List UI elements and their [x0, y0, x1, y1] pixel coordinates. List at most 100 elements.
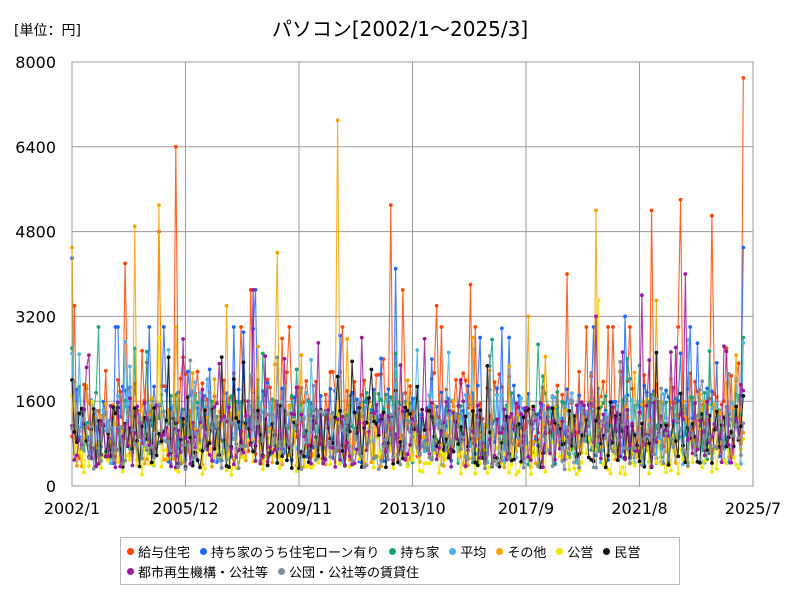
data-point — [96, 325, 101, 329]
data-point — [577, 393, 582, 398]
data-point — [210, 458, 214, 463]
data-point — [439, 325, 444, 329]
data-point — [181, 443, 185, 448]
y-tick-label: 6400 — [15, 138, 56, 157]
data-point — [553, 432, 557, 437]
data-point — [391, 458, 396, 463]
data-point — [531, 446, 536, 451]
data-point — [316, 341, 321, 345]
legend-label: 公団・公社等の賃貸住 — [289, 565, 420, 581]
data-point — [193, 380, 198, 385]
data-point — [342, 463, 347, 467]
data-point — [176, 470, 181, 474]
data-point — [91, 466, 96, 471]
data-point — [483, 466, 487, 471]
data-point — [224, 457, 229, 462]
data-point — [345, 413, 350, 418]
data-point — [502, 421, 507, 426]
data-point — [355, 447, 359, 452]
data-point — [456, 442, 461, 447]
data-point — [152, 462, 157, 467]
data-point — [719, 419, 724, 424]
data-point — [565, 387, 569, 392]
data-point — [553, 457, 557, 462]
data-point — [207, 390, 212, 395]
data-point — [671, 418, 676, 423]
data-point — [664, 388, 668, 393]
data-point — [115, 460, 120, 465]
data-point — [195, 431, 200, 435]
data-point — [328, 414, 333, 419]
legend-marker — [389, 547, 397, 555]
data-point — [113, 411, 118, 416]
data-point — [567, 452, 572, 457]
data-point — [287, 403, 292, 408]
data-point — [668, 350, 673, 355]
data-point — [118, 464, 123, 469]
data-point — [359, 454, 364, 459]
data-point — [193, 427, 198, 432]
data-point — [82, 416, 86, 421]
data-point — [649, 464, 654, 469]
data-point — [659, 386, 664, 391]
data-point — [241, 455, 246, 460]
data-point — [635, 431, 639, 435]
data-point — [391, 406, 396, 410]
data-point — [606, 325, 611, 329]
data-point — [350, 359, 355, 364]
data-point — [140, 456, 144, 461]
data-point — [144, 349, 149, 354]
data-point — [227, 465, 231, 470]
data-point — [734, 353, 738, 358]
data-point — [678, 197, 683, 202]
data-point — [579, 460, 584, 465]
data-point — [473, 325, 478, 329]
data-point — [405, 464, 410, 469]
data-point — [705, 414, 710, 419]
legend-label: 公営 — [567, 545, 594, 561]
data-point — [376, 467, 381, 472]
data-point — [256, 344, 260, 349]
data-point — [673, 396, 678, 401]
data-point — [509, 429, 514, 434]
data-point — [710, 469, 714, 474]
data-point — [106, 454, 111, 459]
data-point — [509, 412, 514, 416]
data-point — [697, 387, 702, 392]
data-point — [473, 460, 478, 465]
data-point — [613, 399, 618, 404]
data-point — [275, 355, 280, 360]
data-point — [731, 433, 736, 438]
data-point — [393, 266, 398, 271]
data-point — [190, 371, 195, 375]
data-point — [434, 457, 439, 462]
data-point — [120, 462, 125, 467]
x-tick-label: 2005/12 — [152, 499, 218, 518]
data-point — [499, 326, 504, 331]
data-point — [514, 401, 519, 406]
data-point — [130, 463, 135, 468]
data-point — [352, 410, 357, 415]
data-point — [685, 463, 690, 468]
data-point — [384, 392, 388, 397]
data-point — [637, 459, 642, 464]
data-point — [359, 393, 364, 397]
data-point — [408, 401, 412, 406]
data-point — [611, 405, 615, 410]
data-point — [198, 391, 202, 395]
data-point — [562, 401, 567, 406]
data-point — [217, 457, 222, 462]
data-point — [565, 272, 569, 276]
data-point — [236, 448, 241, 453]
data-point — [171, 456, 176, 461]
data-point — [584, 451, 589, 456]
data-point — [280, 336, 284, 341]
data-point — [512, 457, 516, 462]
data-point — [526, 314, 531, 319]
data-point — [502, 407, 507, 412]
data-point — [157, 203, 161, 208]
legend-item: 平均 — [449, 542, 486, 561]
data-point — [87, 455, 91, 460]
data-point — [270, 397, 275, 402]
data-point — [741, 245, 746, 250]
